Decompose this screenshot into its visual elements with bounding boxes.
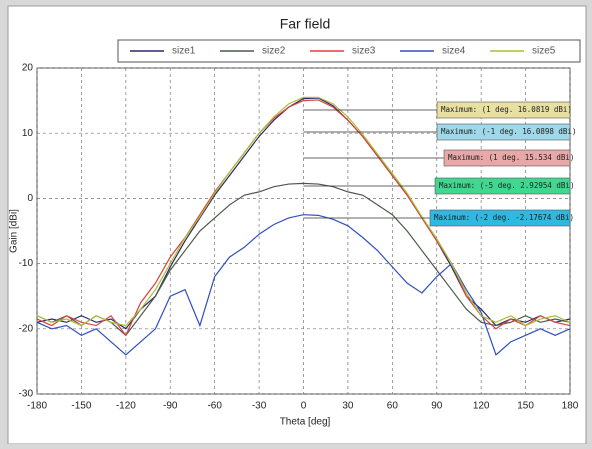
annotation-box <box>434 177 571 195</box>
chart-title: Far field <box>280 16 331 32</box>
y-tick-label: -20 <box>19 323 34 334</box>
x-tick-label: -90 <box>163 401 178 412</box>
annotation-box <box>429 209 571 227</box>
annotation-text: Maximum: (-5 deg. 2.92954 dBi) <box>439 181 574 190</box>
y-axis-label: Gain [dBi] <box>9 209 20 253</box>
x-tick-label: -150 <box>71 401 91 412</box>
x-tick-label: -60 <box>207 401 222 412</box>
annotation-text: Maximum: (1 deg. 15.534 dBi) <box>448 153 574 162</box>
x-tick-label: 120 <box>473 401 490 412</box>
series-line <box>36 214 571 356</box>
x-tick-label: 30 <box>342 401 354 412</box>
x-tick-label: -120 <box>116 401 136 412</box>
x-tick-label: -30 <box>252 401 267 412</box>
legend <box>117 39 581 63</box>
legend-label: size1 <box>172 46 196 57</box>
legend-label: size4 <box>442 46 466 57</box>
annotation-box <box>443 149 571 167</box>
legend-label: size2 <box>262 46 286 57</box>
legend-label: size5 <box>532 46 556 57</box>
annotation-text: Maximum: (-1 deg. 16.0898 dBi) <box>441 127 576 136</box>
x-tick-label: 90 <box>431 401 443 412</box>
x-tick-label: 60 <box>387 401 399 412</box>
x-tick-label: 0 <box>301 401 307 412</box>
y-tick-label: 20 <box>22 63 34 74</box>
y-tick-label: 0 <box>27 193 33 204</box>
y-tick-label: -10 <box>19 258 34 269</box>
x-tick-label: 180 <box>562 401 579 412</box>
x-tick-label: -180 <box>27 401 47 412</box>
annotation-text: Maximum: (1 deg. 16.0819 dBi) <box>441 105 572 114</box>
y-tick-label: 10 <box>22 128 34 139</box>
series-line <box>36 96 571 327</box>
y-tick-label: -30 <box>19 389 34 400</box>
series-line <box>36 97 571 330</box>
annotation-box <box>436 123 571 141</box>
annotation-text: Maximum: (-2 deg. -2.17674 dBi) <box>434 213 574 222</box>
x-axis-label: Theta [deg] <box>280 417 331 428</box>
annotation-box <box>436 101 571 119</box>
x-tick-label: 150 <box>517 401 534 412</box>
legend-label: size3 <box>352 46 376 57</box>
